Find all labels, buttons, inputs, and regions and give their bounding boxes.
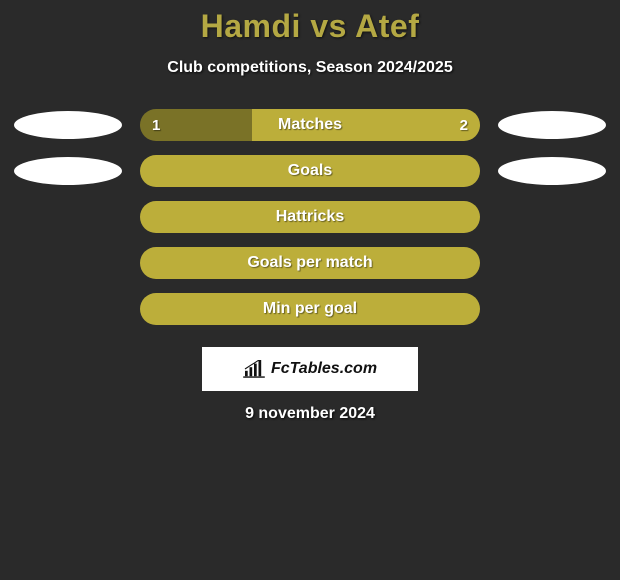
stat-rows: Matches1 2 Goals Hattricks Goals per match Mi… bbox=[0, 109, 620, 325]
stat-value-left: 1 bbox=[152, 109, 160, 141]
stat-bar: Hattricks bbox=[140, 201, 480, 233]
stat-label: Goals per match bbox=[140, 247, 480, 279]
stat-row: Min per goal bbox=[0, 293, 620, 325]
stat-row: Matches1 2 bbox=[0, 109, 620, 141]
stat-bar: Goals per match bbox=[140, 247, 480, 279]
stat-bar: Goals bbox=[140, 155, 480, 187]
stat-row: Hattricks bbox=[0, 201, 620, 233]
logo-text: FcTables.com bbox=[271, 360, 377, 378]
stat-bar: Min per goal bbox=[140, 293, 480, 325]
stat-value-right: 2 bbox=[460, 109, 468, 141]
stat-label: Min per goal bbox=[140, 293, 480, 325]
bar-chart-icon bbox=[243, 360, 265, 378]
stat-label: Matches bbox=[140, 109, 480, 141]
stat-label: Goals bbox=[140, 155, 480, 187]
logo-badge: FcTables.com bbox=[202, 347, 418, 391]
stat-row: Goals bbox=[0, 155, 620, 187]
player-right-oval bbox=[498, 157, 606, 185]
subtitle: Club competitions, Season 2024/2025 bbox=[0, 59, 620, 77]
comparison-infographic: Hamdi vs Atef Club competitions, Season … bbox=[0, 0, 620, 423]
date-label: 9 november 2024 bbox=[0, 405, 620, 423]
player-left-oval bbox=[14, 157, 122, 185]
player-right-oval bbox=[498, 111, 606, 139]
player-left-oval bbox=[14, 111, 122, 139]
stat-label: Hattricks bbox=[140, 201, 480, 233]
page-title: Hamdi vs Atef bbox=[0, 8, 620, 45]
stat-bar: Matches1 2 bbox=[140, 109, 480, 141]
stat-row: Goals per match bbox=[0, 247, 620, 279]
